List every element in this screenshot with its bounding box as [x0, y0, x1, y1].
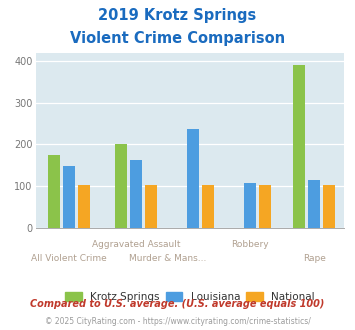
- Bar: [115, 145, 127, 228]
- Bar: [130, 160, 142, 228]
- Bar: [244, 183, 256, 228]
- Bar: [145, 185, 157, 228]
- Bar: [293, 65, 305, 228]
- Bar: [259, 185, 271, 228]
- Bar: [308, 180, 320, 228]
- Text: 2019 Krotz Springs: 2019 Krotz Springs: [98, 8, 257, 23]
- Bar: [48, 155, 60, 228]
- Text: Robbery: Robbery: [231, 240, 269, 249]
- Text: All Violent Crime: All Violent Crime: [31, 254, 107, 263]
- Text: © 2025 CityRating.com - https://www.cityrating.com/crime-statistics/: © 2025 CityRating.com - https://www.city…: [45, 317, 310, 326]
- Bar: [78, 185, 90, 228]
- Legend: Krotz Springs, Louisiana, National: Krotz Springs, Louisiana, National: [61, 288, 319, 307]
- Text: Violent Crime Comparison: Violent Crime Comparison: [70, 31, 285, 46]
- Bar: [323, 185, 335, 228]
- Bar: [187, 129, 199, 228]
- Bar: [63, 167, 75, 228]
- Text: Compared to U.S. average. (U.S. average equals 100): Compared to U.S. average. (U.S. average …: [30, 299, 325, 309]
- Bar: [202, 185, 214, 228]
- Text: Murder & Mans...: Murder & Mans...: [130, 254, 207, 263]
- Text: Aggravated Assault: Aggravated Assault: [92, 240, 180, 249]
- Text: Rape: Rape: [303, 254, 326, 263]
